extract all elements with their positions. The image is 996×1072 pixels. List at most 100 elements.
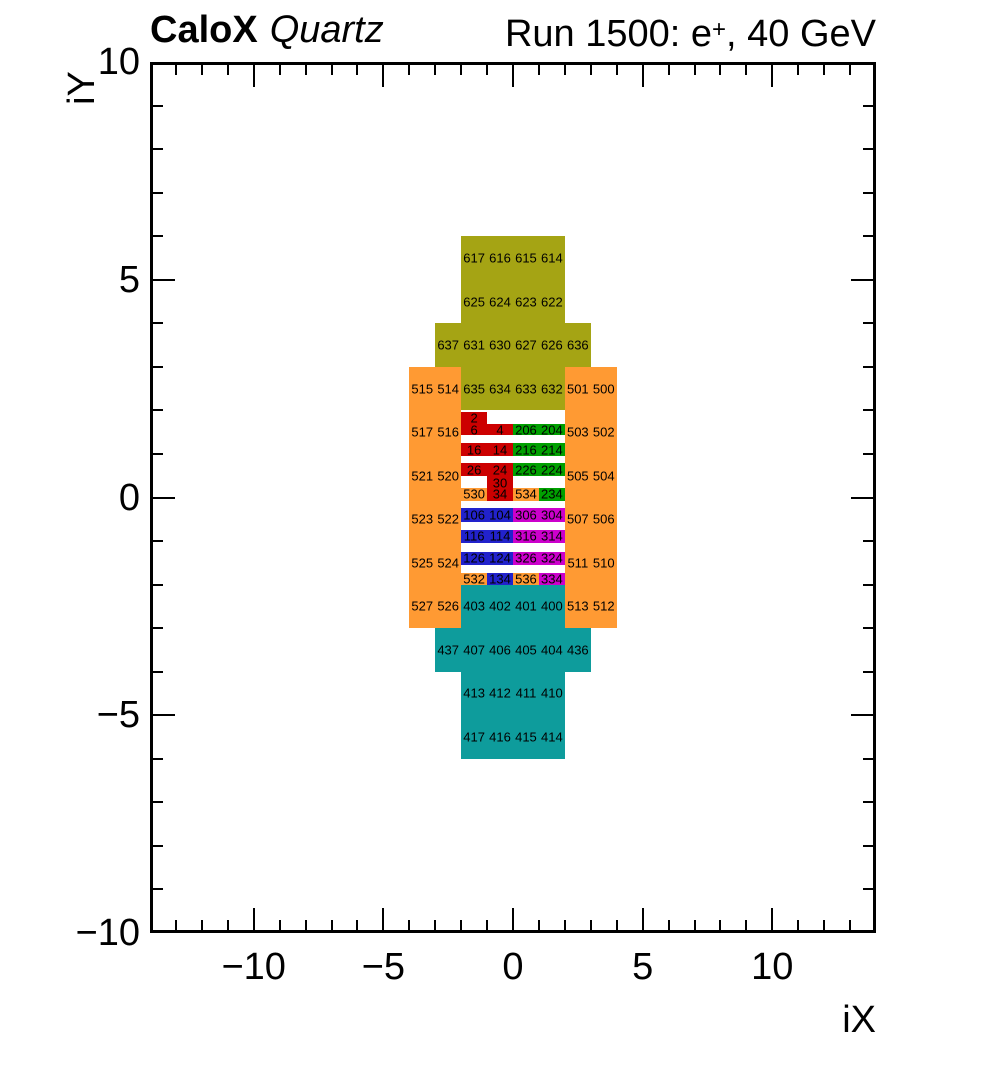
axis-tick: [693, 65, 696, 75]
channel-label-401: 401: [515, 598, 537, 614]
cell-box-blue: [461, 507, 513, 522]
channel-label-634: 634: [489, 381, 511, 397]
channel-label-26: 26: [466, 462, 482, 478]
axis-tick: [863, 844, 873, 847]
axis-tick: [863, 670, 873, 673]
channel-label-526: 526: [437, 598, 460, 614]
axis-tick: [226, 65, 229, 75]
axis-tick: [153, 148, 163, 151]
channel-label-502: 502: [592, 424, 615, 440]
channel-label-534: 534: [515, 486, 537, 502]
axis-tick: [641, 65, 644, 87]
axis-tick: [863, 540, 873, 543]
axis-tick: [356, 920, 359, 930]
x-axis-title: iX: [842, 999, 876, 1041]
axis-tick: [252, 65, 255, 87]
axis-tick: [589, 65, 592, 75]
channel-label-514: 514: [437, 381, 460, 397]
channel-label-525: 525: [411, 555, 434, 571]
cell-box-orange: [564, 366, 617, 629]
channel-label-400: 400: [541, 598, 563, 614]
axis-tick: [863, 627, 873, 630]
axis-tick: [851, 714, 873, 717]
channel-label-630: 630: [489, 337, 511, 353]
x-tick-label-10: 10: [751, 946, 794, 988]
axis-tick: [849, 920, 852, 930]
channel-label-114: 114: [489, 528, 511, 544]
axis-tick: [460, 65, 463, 75]
axis-tick: [863, 322, 873, 325]
channel-label-521: 521: [411, 468, 434, 484]
channel-label-500: 500: [592, 381, 615, 397]
axis-tick: [434, 920, 437, 930]
y-axis-title: iY: [61, 71, 103, 105]
channel-label-306: 306: [515, 507, 537, 523]
channel-label-314: 314: [541, 528, 563, 544]
axis-tick: [153, 104, 163, 107]
axis-tick: [849, 65, 852, 75]
channel-label-632: 632: [541, 381, 563, 397]
channel-label-224: 224: [541, 462, 563, 478]
axis-tick: [823, 920, 826, 930]
channel-label-615: 615: [515, 250, 537, 266]
axis-tick: [153, 235, 163, 238]
channel-label-636: 636: [566, 337, 589, 353]
channel-label-4: 4: [496, 422, 504, 438]
channel-label-510: 510: [592, 555, 615, 571]
axis-tick: [719, 65, 722, 75]
y-tick-label--5: −5: [96, 694, 140, 737]
axis-tick: [486, 920, 489, 930]
cell-box-teal: [461, 584, 565, 629]
axis-tick: [153, 844, 163, 847]
axis-tick: [330, 65, 333, 75]
axis-tick: [382, 65, 385, 87]
axis-tick: [278, 920, 281, 930]
channel-label-637: 637: [437, 337, 460, 353]
axis-tick: [719, 920, 722, 930]
channel-label-402: 402: [489, 598, 511, 614]
channel-label-334: 334: [541, 571, 563, 587]
axis-tick: [615, 65, 618, 75]
axis-tick: [512, 908, 514, 930]
x-tick-label--5: −5: [361, 946, 406, 988]
axis-tick: [667, 920, 670, 930]
axis-tick: [153, 583, 163, 586]
axis-tick: [863, 148, 873, 151]
cell-box-orange: [513, 572, 539, 585]
axis-tick: [153, 670, 163, 673]
y-tick-label-0: 0: [118, 476, 140, 519]
channel-label-16: 16: [466, 442, 482, 458]
cell-box-blue: [461, 530, 513, 543]
channel-label-404: 404: [541, 642, 563, 658]
channel-label-216: 216: [515, 442, 537, 458]
y-tick-label--10: −10: [75, 912, 140, 954]
channel-label-527: 527: [411, 598, 434, 614]
x-tick-label-5: 5: [632, 946, 654, 988]
axis-tick: [434, 65, 437, 75]
axis-tick: [200, 920, 203, 930]
channel-label-104: 104: [489, 507, 511, 523]
cell-box-green: [513, 463, 565, 477]
cell-box-teal: [461, 671, 565, 759]
axis-tick: [771, 908, 774, 930]
channel-label-516: 516: [437, 424, 460, 440]
plot-title-left: CaloX Quartz: [150, 10, 384, 50]
channel-label-616: 616: [489, 250, 511, 266]
channel-label-622: 622: [541, 294, 563, 310]
axis-tick: [512, 65, 514, 87]
channel-label-626: 626: [541, 337, 563, 353]
axis-tick: [153, 452, 163, 455]
axis-tick: [153, 496, 175, 499]
channel-label-506: 506: [592, 511, 615, 527]
axis-tick: [537, 65, 540, 75]
channel-label-513: 513: [566, 598, 589, 614]
channel-label-625: 625: [463, 294, 485, 310]
channel-label-124: 124: [489, 550, 511, 566]
cell-box-orange: [461, 487, 488, 501]
channel-label-304: 304: [541, 507, 563, 523]
axis-tick: [153, 365, 163, 368]
axis-tick: [174, 920, 177, 930]
axis-tick: [771, 65, 774, 87]
axis-tick: [563, 65, 566, 75]
run-label-prefix: Run 1500: e: [504, 13, 712, 55]
